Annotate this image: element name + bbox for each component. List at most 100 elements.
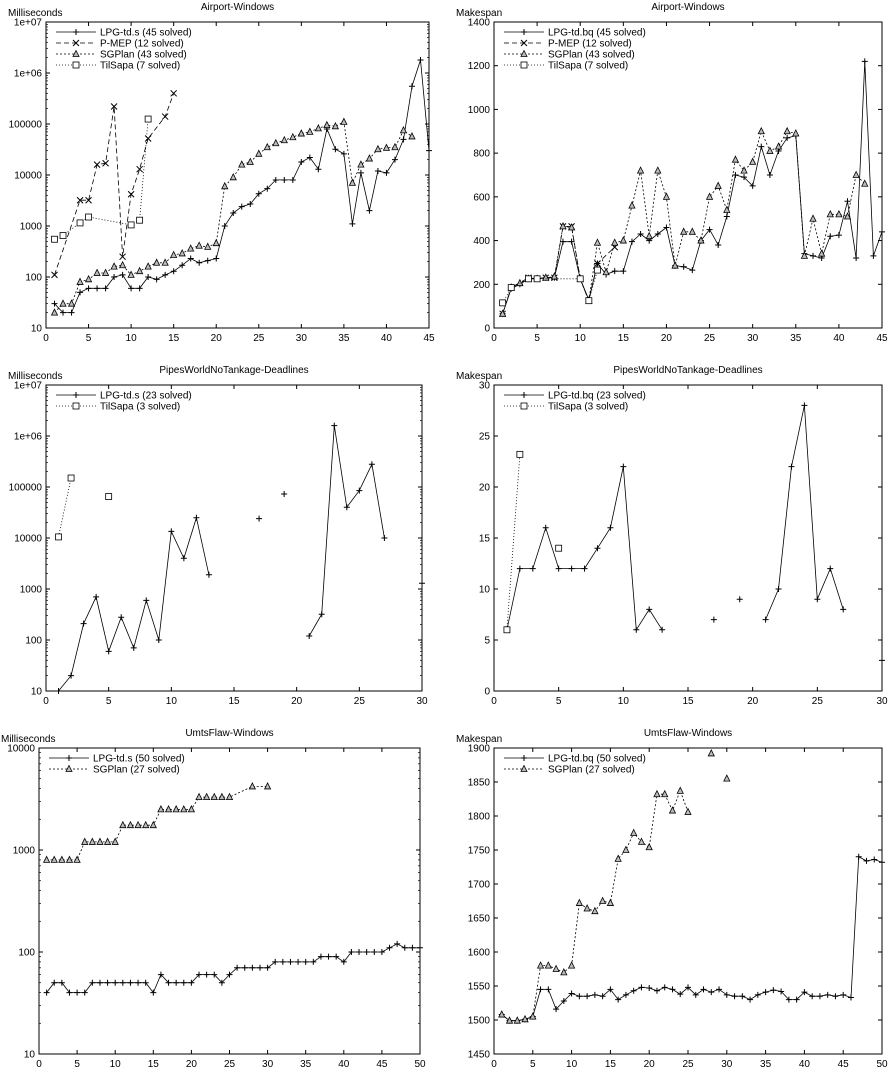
data-point	[391, 142, 399, 151]
data-point	[809, 214, 817, 222]
data-point	[817, 249, 826, 257]
y-tick-label: 10	[31, 324, 43, 335]
y-tick-label: 15	[479, 534, 491, 545]
x-tick-label: 50	[414, 1059, 426, 1070]
data-point	[879, 859, 885, 866]
series-3	[50, 117, 416, 316]
data-point	[195, 792, 203, 801]
legend-entry: P-MEP (12 solved)	[100, 39, 184, 50]
data-point	[43, 989, 50, 996]
series-line	[58, 516, 210, 692]
data-point	[685, 984, 691, 991]
chart-6: UmtsFlaw-WindowsMakespan1450150015501600…	[456, 728, 888, 1070]
legend-marker	[520, 39, 528, 47]
data-point	[325, 953, 332, 960]
data-point	[669, 986, 676, 993]
data-point	[118, 260, 127, 269]
legend-marker	[520, 402, 528, 410]
data-point	[568, 238, 575, 245]
data-point	[81, 989, 88, 996]
data-point	[93, 593, 100, 600]
data-point	[861, 179, 869, 187]
data-point	[766, 172, 773, 178]
data-point	[593, 238, 602, 246]
data-point	[516, 450, 524, 458]
data-point	[59, 299, 67, 307]
x-tick-label: 20	[644, 1059, 656, 1070]
data-point	[96, 837, 104, 845]
data-point	[162, 271, 169, 278]
x-tick-label: 5	[556, 696, 562, 707]
data-point	[144, 135, 152, 142]
data-point	[187, 255, 194, 262]
y-tick-label: 1000	[468, 105, 491, 116]
y-tick-label: 10000	[14, 171, 42, 182]
series-3	[498, 126, 869, 317]
x-tick-label: 30	[296, 333, 308, 344]
data-point	[637, 837, 646, 845]
data-point	[607, 986, 614, 993]
y-tick-label: 100000	[9, 483, 43, 494]
y-tick-label: 1200	[468, 61, 491, 72]
data-point	[310, 958, 317, 965]
data-point	[741, 174, 748, 181]
data-point	[814, 596, 821, 603]
data-point	[707, 749, 715, 757]
x-tick-label: 0	[491, 1059, 497, 1070]
legend-marker	[65, 764, 73, 772]
data-point	[628, 201, 636, 209]
y-axis-label: Makespan	[456, 734, 502, 745]
data-point	[620, 268, 627, 275]
data-point	[332, 146, 339, 153]
data-point	[195, 241, 203, 249]
data-point	[144, 115, 152, 123]
y-tick-label: 100	[25, 636, 42, 647]
data-point	[287, 958, 294, 965]
x-tick-label: 40	[338, 1059, 350, 1070]
y-tick-label: 1000	[20, 585, 43, 596]
data-point	[357, 169, 364, 176]
data-point	[598, 896, 607, 904]
data-point	[775, 586, 782, 592]
data-point	[221, 223, 228, 229]
legend-entry: SGPlan (27 solved)	[93, 765, 180, 776]
x-tick-label: 20	[661, 333, 673, 344]
data-point	[749, 157, 757, 165]
series-line	[765, 405, 844, 620]
data-point	[204, 242, 212, 250]
data-point	[555, 544, 563, 552]
data-point	[130, 644, 137, 651]
x-tick-label: 35	[338, 333, 350, 344]
x-tick-label: 15	[682, 696, 694, 707]
x-tick-label: 25	[224, 1059, 236, 1070]
data-point	[852, 170, 860, 178]
data-point	[96, 979, 103, 986]
x-tick-label: 20	[186, 1059, 198, 1070]
series-line	[54, 121, 413, 313]
data-point	[793, 996, 800, 1003]
x-tick-label: 0	[491, 696, 497, 707]
data-point	[105, 648, 112, 655]
data-point	[417, 944, 423, 951]
data-point	[498, 309, 507, 317]
data-point	[281, 176, 288, 183]
data-point	[636, 166, 645, 174]
data-point	[824, 991, 831, 998]
y-tick-label: 1e+07	[14, 18, 43, 29]
data-point	[762, 616, 769, 623]
data-point	[784, 134, 791, 141]
chart-2: Airport-WindowsMakespan02004006008001000…	[456, 2, 888, 344]
data-point	[749, 182, 756, 189]
data-point	[503, 626, 511, 634]
series-1	[43, 940, 423, 996]
data-point	[715, 241, 722, 248]
data-point	[584, 993, 591, 1000]
y-tick-label: 1800	[468, 812, 491, 823]
data-point	[614, 854, 622, 862]
data-point	[272, 138, 280, 147]
data-point	[723, 991, 730, 998]
data-point	[348, 949, 355, 955]
x-tick-label: 15	[148, 1059, 160, 1070]
data-point	[225, 792, 234, 801]
y-tick-label: 10000	[7, 744, 35, 755]
